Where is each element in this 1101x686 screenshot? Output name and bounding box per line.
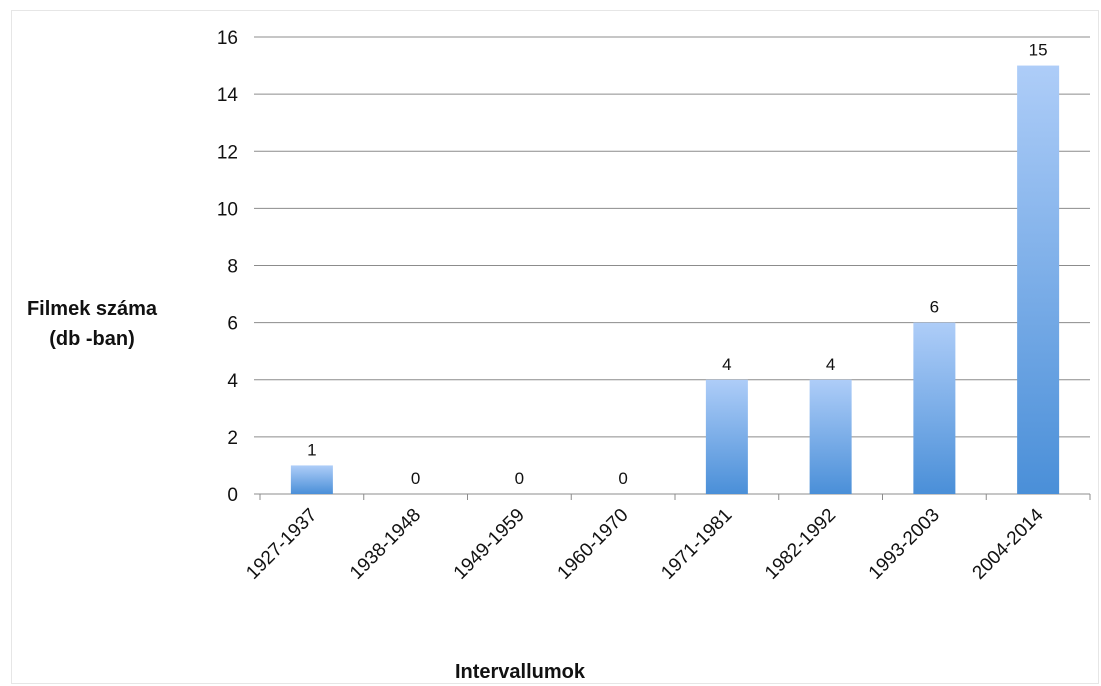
y-tick-label: 6	[227, 314, 238, 335]
y-tick-label: 14	[217, 85, 239, 106]
y-tick-label: 2	[227, 428, 238, 449]
bar	[809, 379, 852, 494]
data-label: 6	[930, 298, 939, 317]
x-category-label: 1938-1948	[346, 505, 425, 584]
bar	[705, 379, 748, 494]
data-label: 1	[307, 440, 316, 459]
data-label: 4	[722, 355, 731, 374]
x-category-label: 1927-1937	[242, 505, 321, 584]
bar	[290, 465, 333, 494]
y-tick-label: 16	[217, 28, 238, 49]
bar	[913, 322, 956, 494]
x-category-label: 2004-2014	[969, 504, 1048, 583]
data-label: 15	[1029, 41, 1048, 60]
x-category-label: 1993-2003	[865, 505, 944, 584]
y-tick-label: 12	[217, 142, 238, 163]
data-labels: 1 0 0 0 4 4 6 15	[307, 41, 1047, 488]
data-label: 0	[515, 469, 524, 488]
x-axis-categories: 1927-1937 1938-1948 1949-1959 1960-1970 1971…	[242, 504, 1048, 583]
y-axis-title-line-2: (db -ban)	[49, 328, 135, 350]
y-axis-ticks: 0 2 4 6 8 10 12 14 16	[217, 28, 239, 506]
x-category-label: 1949-1959	[450, 505, 529, 584]
data-label: 0	[618, 469, 627, 488]
y-tick-label: 8	[227, 257, 238, 278]
y-tick-label: 0	[227, 485, 238, 506]
x-category-label: 1960-1970	[554, 505, 633, 584]
bar	[1017, 65, 1060, 494]
x-category-label: 1982-1992	[761, 505, 840, 584]
data-label: 0	[411, 469, 420, 488]
y-tick-label: 10	[217, 199, 238, 220]
chart-frame	[11, 10, 1099, 684]
gridlines	[254, 36, 1091, 500]
bars	[290, 65, 1060, 494]
y-tick-label: 4	[227, 371, 238, 392]
x-axis-title: Intervallumok	[455, 661, 586, 683]
y-axis-title-line-1: Filmek száma	[27, 298, 158, 320]
x-category-label: 1971-1981	[657, 505, 736, 584]
data-label: 4	[826, 355, 835, 374]
